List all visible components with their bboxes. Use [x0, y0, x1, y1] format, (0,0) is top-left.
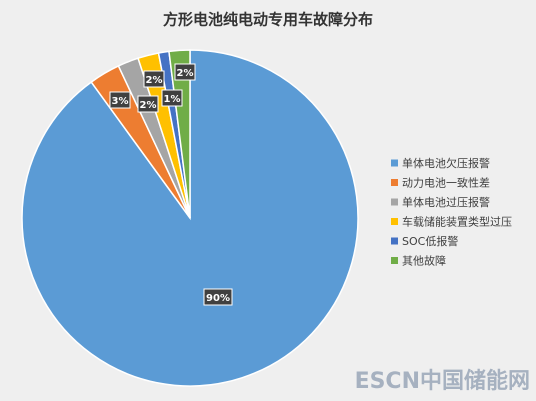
label-box — [161, 89, 183, 107]
label-box — [174, 63, 196, 81]
data-label: 2% — [140, 100, 157, 111]
legend-marker — [391, 159, 398, 167]
legend-marker — [391, 257, 398, 264]
legend-label: SOC低报警 — [402, 234, 458, 248]
chart-title: 方形电池纯电动专用车故障分布 — [163, 11, 373, 29]
data-label: 90% — [206, 293, 230, 304]
label-box — [203, 288, 233, 306]
data-label: 2% — [146, 75, 163, 86]
legend-marker — [391, 237, 398, 245]
label-box — [143, 70, 165, 88]
data-label: 1% — [164, 94, 181, 105]
data-label: 2% — [177, 68, 194, 79]
legend-label: 其他故障 — [402, 254, 446, 268]
watermark: ESCN中国储能网 — [355, 368, 530, 394]
legend-marker — [391, 198, 398, 206]
legend-label: 单体电池过压报警 — [402, 195, 490, 209]
label-box — [109, 91, 131, 109]
legend-marker — [391, 218, 398, 225]
data-label: 3% — [112, 96, 129, 107]
legend-label: 动力电池一致性差 — [402, 176, 490, 190]
legend-label: 车载储能装置类型过压 — [402, 215, 512, 229]
legend-marker — [391, 179, 398, 186]
legend-label: 单体电池欠压报警 — [402, 156, 490, 170]
label-box — [137, 95, 159, 113]
